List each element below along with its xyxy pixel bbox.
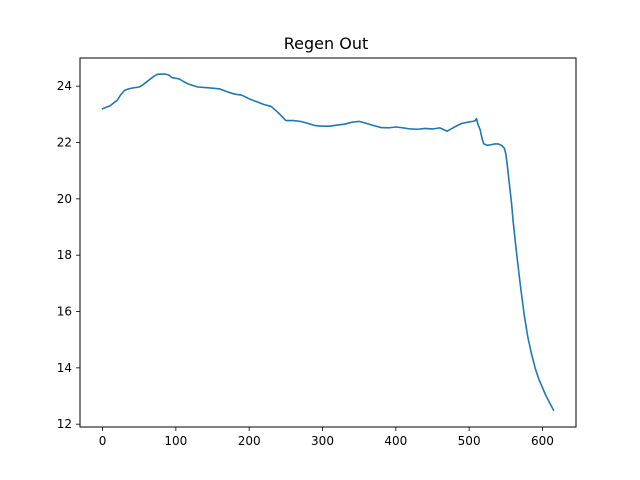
- y-tick-label: 18: [57, 248, 72, 262]
- y-tick-label: 12: [57, 417, 72, 431]
- x-tick-label: 300: [311, 434, 334, 448]
- y-tick-label: 14: [57, 361, 72, 375]
- plot-area: [101, 73, 555, 412]
- y-axis: 12 14 16 18 20 22 24: [57, 79, 80, 431]
- y-tick-label: 20: [57, 192, 72, 206]
- x-tick-label: 100: [164, 434, 187, 448]
- x-axis: 0 100 200 300 400 500 600: [99, 427, 554, 448]
- x-tick-label: 400: [384, 434, 407, 448]
- y-tick-label: 16: [57, 305, 72, 319]
- series-line: [101, 73, 555, 412]
- plot-frame: [79, 57, 577, 428]
- y-tick-label: 24: [57, 79, 72, 93]
- x-tick-label: 500: [458, 434, 481, 448]
- y-tick-label: 22: [57, 136, 72, 150]
- x-tick-label: 600: [531, 434, 554, 448]
- x-tick-label: 200: [238, 434, 261, 448]
- x-tick-label: 0: [99, 434, 107, 448]
- chart-title: Regen Out: [284, 34, 368, 53]
